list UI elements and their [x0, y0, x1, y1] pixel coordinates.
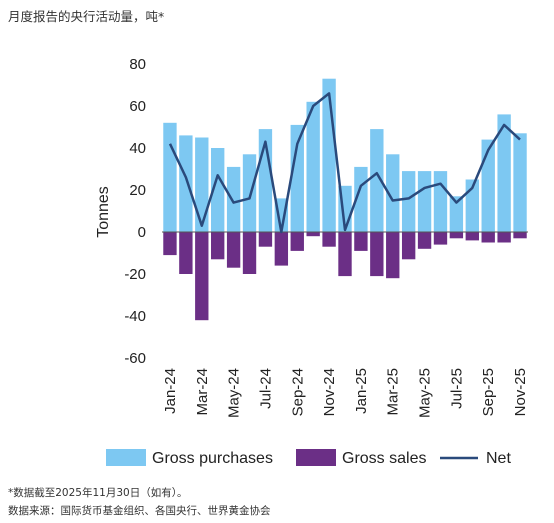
- legend: Gross purchases Gross sales Net: [106, 449, 511, 467]
- x-tick-label: Nov-25: [512, 368, 529, 416]
- x-tick-label: Mar-25: [385, 368, 402, 416]
- bar-gross-purchases: [497, 114, 511, 232]
- chart-svg: 80 60 40 20 0 -20 -40 -60 Jan-24 Mar-24 May-24 Jul…: [95, 56, 529, 467]
- bar-gross-purchases: [195, 137, 209, 232]
- footnote-data-date: *数据截至2025年11月30日（如有）。: [8, 487, 188, 499]
- net-series-line: [168, 92, 521, 234]
- x-tick-label: Nov-24: [321, 368, 338, 416]
- bar-gross-sales: [258, 232, 273, 247]
- footnote-data-source: 数据来源：国际货币基金组织、各国央行、世界黄金协会: [8, 505, 271, 517]
- legend-swatch-gross-sales: [296, 449, 336, 466]
- bar-gross-purchases: [417, 171, 432, 232]
- x-tick-label: Jan-25: [353, 368, 370, 414]
- bar-gross-sales: [354, 232, 368, 251]
- legend-label-gross-purchases: Gross purchases: [152, 450, 273, 467]
- bar-gross-sales: [370, 232, 384, 277]
- bar-gross-sales: [163, 232, 177, 256]
- y-tick-label: -60: [124, 350, 146, 367]
- bar-gross-sales: [211, 232, 225, 260]
- y-tick-label: 40: [129, 140, 146, 157]
- bar-gross-purchases: [211, 148, 225, 232]
- bar-gross-purchases: [370, 129, 384, 232]
- bar-gross-sales: [322, 232, 336, 247]
- bar-gross-purchases: [290, 124, 304, 232]
- x-tick-labels: Jan-24 Mar-24 May-24 Jul-24 Sep-24 Nov-24 Jan-…: [162, 368, 529, 418]
- bar-gross-sales: [513, 232, 527, 239]
- legend-label-gross-sales: Gross sales: [342, 450, 426, 467]
- chart-title: 月度报告的央行活动量，吨*: [8, 9, 165, 24]
- bar-gross-purchases: [386, 154, 400, 232]
- y-tick-label: 0: [138, 224, 146, 241]
- x-tick-label: Jan-24: [162, 368, 179, 414]
- bar-gross-sales: [306, 232, 320, 237]
- bar-gross-sales: [179, 232, 193, 274]
- bar-gross-purchases: [179, 135, 193, 232]
- bar-gross-sales: [465, 232, 479, 241]
- x-tick-label: May-24: [226, 368, 243, 418]
- y-axis-label: Tonnes: [95, 186, 112, 238]
- bar-gross-sales: [449, 232, 464, 239]
- x-tick-label: May-25: [417, 368, 434, 418]
- bar-gross-sales: [290, 232, 304, 251]
- bar-gross-sales: [401, 232, 416, 260]
- bar-gross-sales: [386, 232, 400, 279]
- legend-swatch-gross-purchases: [106, 449, 146, 466]
- y-tick-label: 80: [129, 56, 146, 73]
- bar-gross-sales: [242, 232, 257, 274]
- bar-gross-sales: [433, 232, 448, 245]
- bar-gross-sales: [497, 232, 511, 243]
- bar-gross-sales: [226, 232, 241, 268]
- x-tick-label: Jul-25: [448, 368, 465, 409]
- x-tick-label: Sep-24: [289, 368, 306, 416]
- bar-gross-purchases: [513, 133, 527, 232]
- bar-gross-purchases: [242, 154, 257, 232]
- x-tick-label: Mar-24: [194, 368, 211, 416]
- x-tick-label: Sep-25: [480, 368, 497, 416]
- bar-gross-sales: [338, 232, 352, 277]
- bar-gross-purchases: [433, 171, 448, 232]
- bar-gross-purchases: [481, 139, 495, 232]
- bar-gross-purchases: [449, 196, 464, 232]
- bar-gross-sales: [417, 232, 432, 249]
- y-tick-label: -40: [124, 308, 146, 325]
- legend-label-net: Net: [486, 450, 511, 467]
- bars-layer: [163, 78, 527, 321]
- y-tick-labels: 80 60 40 20 0 -20 -40 -60: [124, 56, 146, 367]
- bar-gross-sales: [274, 232, 289, 266]
- bar-gross-purchases: [163, 122, 177, 232]
- bar-gross-sales: [481, 232, 495, 243]
- bar-gross-purchases: [401, 171, 416, 232]
- bar-gross-purchases: [226, 166, 241, 232]
- bar-gross-purchases: [306, 101, 320, 232]
- y-tick-label: 20: [129, 182, 146, 199]
- bar-gross-sales: [195, 232, 209, 321]
- y-tick-label: 60: [129, 98, 146, 115]
- y-tick-label: -20: [124, 266, 146, 283]
- x-tick-label: Jul-24: [257, 368, 274, 409]
